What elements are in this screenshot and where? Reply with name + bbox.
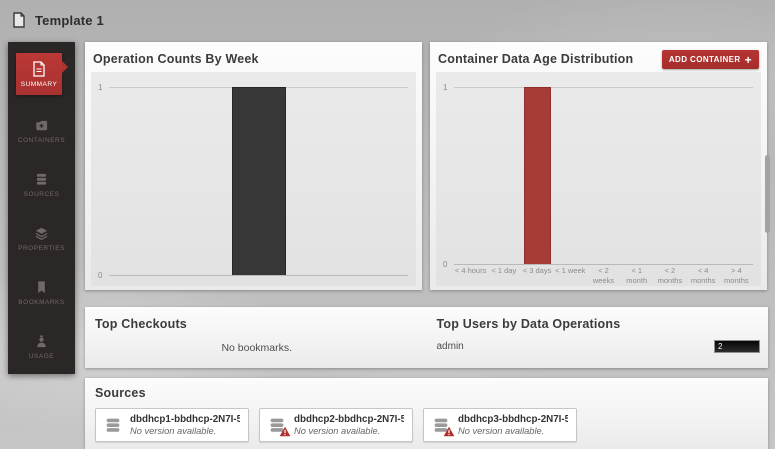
x-axis-label: < 1 week [555, 266, 586, 275]
y-axis-tick: 1 [443, 83, 448, 92]
plus-icon: + [744, 52, 752, 67]
x-axis-label: < 2 months [657, 266, 683, 286]
source-cards: dbdhcp1-bbdhcp-2N7I-5443... No version a… [95, 408, 758, 442]
bar-slot [487, 87, 520, 264]
top-checkouts-section: Top Checkouts No bookmarks. [85, 307, 427, 368]
database-icon [270, 418, 284, 432]
source-status: No version available. [294, 426, 381, 436]
sidebar-item-label: CONTAINERS [17, 137, 66, 144]
database-icon [106, 418, 120, 432]
sidebar-item-label: USAGE [28, 353, 55, 360]
sidebar-item-label: BOOKMARKS [18, 299, 65, 306]
bar-slot [454, 87, 487, 264]
top-checkouts-title: Top Checkouts [95, 317, 187, 331]
gridline [454, 87, 753, 88]
sidebar-item-summary[interactable]: SUMMARY [16, 53, 68, 95]
source-status: No version available. [458, 426, 545, 436]
bookmark-icon [38, 281, 45, 294]
user-operations-row: admin 2 [436, 340, 760, 353]
source-card[interactable]: dbdhcp2-bbdhcp-2N7I-5443... No version a… [259, 408, 413, 442]
x-axis-labels: < 4 hours < 1 day < 3 days < 1 week < 2 week… [454, 266, 753, 285]
bar-slot [587, 87, 620, 264]
sidebar-item-usage[interactable]: USAGE [8, 320, 75, 374]
top-users-section: Top Users by Data Operations admin 2 [427, 307, 769, 368]
bar-slot [520, 87, 553, 264]
sources-title: Sources [95, 386, 146, 400]
layers-icon [35, 227, 48, 241]
y-axis-tick: 0 [98, 271, 103, 280]
sidebar-item-label: SUMMARY [20, 80, 58, 88]
vertical-scrollbar[interactable] [765, 155, 770, 233]
sidebar-item-containers[interactable]: CONTAINERS [8, 104, 75, 158]
no-bookmarks-message: No bookmarks. [221, 342, 293, 354]
add-container-button[interactable]: ADD CONTAINER + [661, 50, 759, 69]
source-status: No version available. [130, 426, 217, 436]
sidebar-item-sources[interactable]: SOURCES [8, 158, 75, 212]
bar-slot [687, 87, 720, 264]
sidebar-item-properties[interactable]: PROPERTIES [8, 212, 75, 266]
sidebar-item-bookmarks[interactable]: BOOKMARKS [8, 266, 75, 320]
bars-container [109, 87, 408, 275]
x-axis-label: < 4 hours [454, 266, 487, 275]
chart-bar [523, 87, 551, 264]
bar-slot [620, 87, 653, 264]
database-icon [434, 418, 448, 432]
top-bar: Template 1 [0, 0, 775, 40]
template-document-icon [13, 12, 25, 28]
y-axis-tick: 1 [98, 83, 103, 92]
source-name: dbdhcp2-bbdhcp-2N7I-5443... [294, 414, 404, 425]
chart-plot-area: 1 0 < 4 hours < 1 day < 3 days < 1 week < 2 … [436, 72, 761, 286]
sidebar-item-label: SOURCES [23, 191, 60, 198]
top-users-title: Top Users by Data Operations [436, 317, 621, 331]
source-card[interactable]: dbdhcp3-bbdhcp-2N7I-5443... No version a… [423, 408, 577, 442]
x-axis-label: < 4 months [690, 266, 716, 286]
warning-icon [279, 426, 291, 436]
sidebar: SUMMARY CONTAINERS SOURCES PROPERTIES [8, 42, 75, 374]
database-icon [36, 173, 47, 185]
x-axis-label: < 1 day [491, 266, 517, 275]
summary-document-icon [33, 60, 45, 77]
sources-panel: Sources dbdhcp1-bbdhcp-2N7I-5443... No v… [85, 378, 768, 449]
x-axis-label: > 4 months [724, 266, 749, 286]
x-axis-label: < 2 weeks [592, 266, 615, 286]
bar-slot [720, 87, 753, 264]
operation-counts-chart-panel: Operation Counts By Week 1 0 [85, 42, 422, 290]
bar-slot [653, 87, 686, 264]
container-age-chart-panel: Container Data Age Distribution ADD CONT… [430, 42, 767, 290]
chart-title: Operation Counts By Week [93, 52, 259, 66]
summary-stats-panel: Top Checkouts No bookmarks. Top Users by… [85, 307, 768, 368]
sidebar-item-label: PROPERTIES [18, 245, 65, 252]
usage-icon [37, 335, 46, 348]
user-operations-bar: 2 [714, 340, 760, 353]
chart-title: Container Data Age Distribution [438, 52, 634, 66]
user-name: admin [436, 341, 464, 352]
warning-icon [443, 426, 455, 436]
source-name: dbdhcp1-bbdhcp-2N7I-5443... [130, 414, 240, 425]
add-container-label: ADD CONTAINER [668, 55, 741, 64]
bars-container [454, 87, 753, 264]
source-name: dbdhcp3-bbdhcp-2N7I-5443... [458, 414, 568, 425]
source-card[interactable]: dbdhcp1-bbdhcp-2N7I-5443... No version a… [95, 408, 249, 442]
container-icon [36, 120, 48, 131]
x-axis-label: < 3 days [522, 266, 552, 275]
x-axis-label: < 1 month [626, 266, 648, 286]
chart-plot-area: 1 0 [91, 72, 416, 286]
bar-slot [554, 87, 587, 264]
bar-slot [109, 87, 408, 275]
page-title: Template 1 [35, 12, 104, 28]
chart-bar [231, 87, 286, 275]
y-axis-tick: 0 [443, 260, 448, 269]
